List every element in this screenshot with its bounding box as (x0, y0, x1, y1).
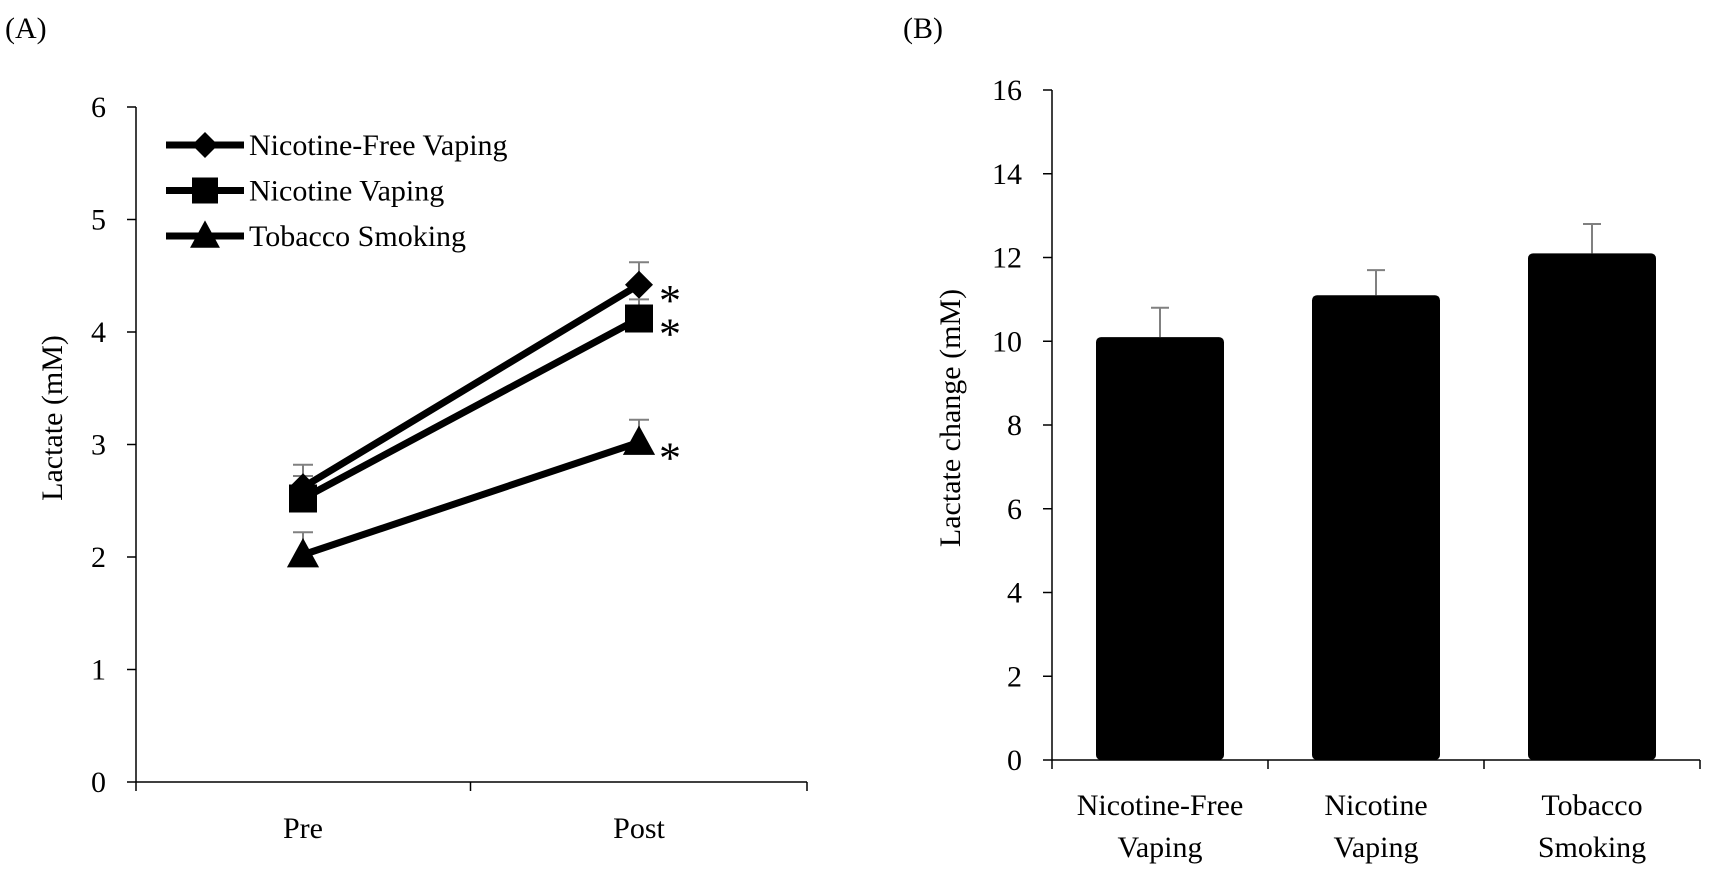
panel-a-legend-label: Nicotine-Free Vaping (249, 129, 508, 162)
panel-a-data-point (289, 484, 317, 513)
panel-a-data-point (286, 537, 320, 568)
panel-a-x-tick-label: Pre (283, 812, 323, 845)
panel-b-y-tick-label: 16 (992, 74, 1022, 107)
panel-a-y-tick-label: 4 (91, 316, 106, 349)
panel-b-y-tick-label: 12 (992, 242, 1022, 275)
panel-b-x-tick-label: Nicotine-Free Vaping (1077, 789, 1244, 864)
panel-a-y-tick-label: 5 (91, 204, 106, 237)
panel-a-series-line (301, 438, 641, 559)
panel-a-series-line (301, 281, 641, 491)
panel-a-significance-marker: * (659, 310, 681, 359)
panel-b-y-tick-label: 14 (992, 158, 1022, 191)
panel-a-y-tick-label: 6 (91, 91, 106, 124)
panel-a-label: (A) (5, 12, 47, 45)
panel-a-legend-marker (192, 177, 218, 204)
panel-a-axes: 0 1 2 3 4 5 6 Pre Post (91, 91, 808, 845)
panel-a-legend-label: Nicotine Vaping (249, 175, 444, 208)
panel-b-x-tick-label-line: Nicotine-Free (1077, 789, 1244, 822)
panel-a-series-line (301, 315, 641, 502)
panel-b-y-tick-label: 4 (1007, 577, 1022, 610)
panel-a-data-point (625, 304, 653, 333)
panel-b-y-tick-label: 0 (1007, 744, 1022, 777)
panel-b-x-tick-label-line: Tobacco (1541, 789, 1642, 822)
panel-b-bar (1312, 295, 1440, 760)
panel-a-x-tick-label: Post (613, 812, 665, 845)
panel-a-series: *** (286, 261, 681, 568)
panel-a-legend: Nicotine-Free Vaping Nicotine Vaping Tobac… (166, 129, 508, 253)
panel-b-bar (1096, 337, 1224, 760)
panel-b-y-tick-label: 8 (1007, 409, 1022, 442)
panel-b-x-tick-label-line: Vaping (1118, 831, 1203, 864)
panel-b-y-axis-title: Lactate change (mM) (934, 289, 967, 547)
panel-b-bars (1096, 223, 1656, 760)
panel-b-y-tick-label: 6 (1007, 493, 1022, 526)
panel-a-y-tick-label: 1 (91, 654, 106, 687)
panel-b-x-tick-label-line: Smoking (1538, 831, 1646, 864)
panel-b-x-tick-label: Tobacco Smoking (1538, 789, 1646, 864)
panel-a-y-tick-label: 0 (91, 766, 106, 799)
panel-b-x-tick-label: Nicotine Vaping (1324, 789, 1427, 864)
panel-a-legend-marker (190, 220, 220, 248)
panel-a-legend-marker (192, 132, 218, 158)
panel-a-significance-marker: * (659, 276, 681, 325)
panel-b-x-tick-label-line: Vaping (1334, 831, 1419, 864)
panel-a-legend-label: Tobacco Smoking (249, 220, 466, 253)
panel-a-y-tick-label: 3 (91, 429, 106, 462)
panel-b-bar (1528, 253, 1656, 760)
panel-a-significance-marker: * (659, 433, 681, 482)
panel-b-bar-chart: (B) Lactate change (mM) 0 2 4 6 8 10 12 14 16 Nic… (903, 12, 1701, 864)
panel-a-y-axis-title: Lactate (mM) (36, 335, 69, 501)
panel-a-y-tick-label: 2 (91, 541, 106, 574)
panel-b-x-tick-label-line: Nicotine (1324, 789, 1427, 822)
panel-b-y-tick-label: 10 (992, 325, 1022, 358)
panel-b-label: (B) (903, 12, 943, 45)
panel-a-data-point (622, 425, 656, 455)
panel-b-y-tick-label: 2 (1007, 660, 1022, 693)
panel-a-data-point (625, 270, 653, 299)
